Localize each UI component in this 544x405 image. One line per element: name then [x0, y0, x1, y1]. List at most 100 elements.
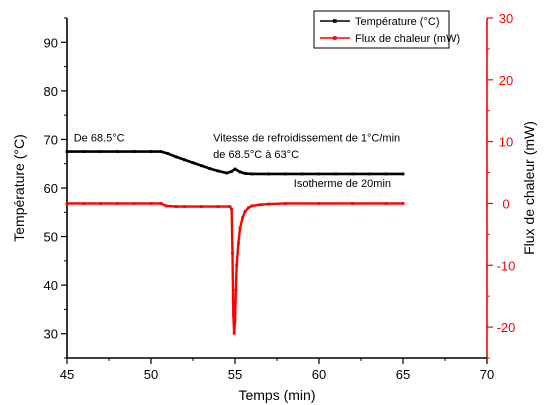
- data-point-heat-flux: [159, 202, 163, 205]
- plot-frame: [66, 18, 488, 359]
- data-point-heat-flux: [241, 216, 244, 220]
- data-point-heat-flux: [200, 205, 203, 208]
- x-tick-label: 50: [144, 367, 158, 382]
- data-point-heat-flux: [116, 202, 119, 205]
- data-point-heat-flux: [250, 204, 254, 208]
- data-point-heat-flux: [231, 313, 235, 317]
- y-left-tick-label: 90: [44, 35, 58, 50]
- data-point-heat-flux: [230, 208, 234, 212]
- data-point-heat-flux: [243, 210, 247, 213]
- y-right-tick-label: 30: [499, 11, 513, 26]
- data-point-temperature: [233, 167, 237, 171]
- data-point-temperature: [267, 172, 270, 176]
- y-left-tick-label: 60: [44, 181, 58, 196]
- data-point-heat-flux: [267, 202, 270, 206]
- data-point-temperature: [183, 158, 186, 162]
- y-right-tick-label: 10: [499, 135, 513, 150]
- data-point-temperature: [238, 170, 242, 174]
- y-right-axis: -20 -10 0 10 20 30: [487, 11, 516, 359]
- data-point-heat-flux: [174, 205, 178, 208]
- data-point-temperature: [225, 171, 228, 175]
- data-point-heat-flux: [65, 202, 69, 205]
- y-left-axis-title: Température (°C): [11, 134, 27, 242]
- data-point-temperature: [351, 172, 354, 176]
- x-axis: 45 50 55 60 65 70: [60, 358, 494, 382]
- data-point-heat-flux: [236, 242, 240, 246]
- y-left-tick-label: 40: [44, 278, 58, 293]
- data-point-heat-flux: [233, 319, 237, 323]
- data-point-temperature: [159, 150, 163, 153]
- data-point-heat-flux: [149, 202, 153, 205]
- x-axis-title: Temps (min): [238, 387, 315, 403]
- data-point-heat-flux: [132, 202, 136, 205]
- x-tick-label: 45: [60, 367, 74, 382]
- annotation-text: De 68.5°C: [74, 132, 125, 144]
- y-left-tick-label: 50: [44, 230, 58, 245]
- x-tick-label: 70: [480, 367, 494, 382]
- series-layer: [65, 150, 405, 335]
- data-point-temperature: [317, 172, 321, 176]
- data-point-temperature: [191, 161, 195, 165]
- data-point-temperature: [65, 150, 69, 153]
- legend-swatch-marker: [333, 36, 337, 40]
- y-right-tick-label: -20: [497, 320, 516, 335]
- data-point-temperature: [368, 172, 371, 176]
- data-point-temperature: [82, 150, 86, 153]
- data-point-heat-flux: [99, 202, 102, 205]
- data-point-temperature: [384, 172, 388, 176]
- data-point-temperature: [174, 155, 178, 159]
- y-left-axis: 30 40 50 60 70 80 90: [44, 17, 67, 359]
- data-point-temperature: [149, 150, 153, 153]
- y-left-tick-label: 80: [44, 84, 58, 99]
- data-point-heat-flux: [235, 263, 239, 267]
- legend-label: Flux de chaleur (mW): [355, 33, 460, 45]
- data-point-temperature: [99, 150, 102, 153]
- y-right-axis-title: Flux de chaleur (mW): [521, 121, 537, 255]
- data-point-heat-flux: [164, 204, 168, 208]
- data-point-heat-flux: [384, 202, 388, 205]
- data-point-heat-flux: [228, 205, 232, 208]
- data-point-heat-flux: [258, 203, 262, 207]
- x-tick-label: 60: [312, 367, 326, 382]
- legend-box: [313, 10, 450, 49]
- data-point-temperature: [216, 169, 220, 173]
- annotation-layer: De 68.5°C Vitesse de refroidissement de 1…: [74, 132, 400, 190]
- data-point-temperature: [300, 172, 304, 176]
- data-point-heat-flux: [351, 202, 354, 205]
- data-point-heat-flux: [284, 202, 287, 205]
- x-tick-label: 65: [396, 367, 410, 382]
- data-point-heat-flux: [238, 226, 242, 230]
- data-point-temperature: [334, 172, 338, 176]
- y-right-tick-label: 0: [502, 196, 509, 211]
- data-point-temperature: [250, 172, 254, 176]
- data-point-heat-flux: [216, 205, 220, 208]
- data-point-temperature: [132, 150, 136, 153]
- data-point-temperature: [230, 170, 234, 173]
- data-point-heat-flux: [234, 288, 238, 292]
- data-point-heat-flux: [247, 206, 250, 210]
- y-left-tick-label: 70: [44, 132, 58, 147]
- data-point-heat-flux: [82, 202, 86, 205]
- data-point-temperature: [284, 172, 287, 176]
- data-point-temperature: [401, 172, 405, 176]
- y-left-tick-label: 30: [44, 327, 58, 342]
- annotation-text: de 68.5°C à 63°C: [213, 149, 299, 161]
- y-right-tick-label: 20: [499, 73, 513, 88]
- data-point-temperature: [208, 167, 212, 170]
- legend-label: Température (°C): [355, 16, 439, 28]
- data-point-temperature: [116, 150, 119, 153]
- series-line-heat-flux: [67, 202, 403, 335]
- data-point-temperature: [200, 164, 203, 168]
- x-tick-label: 55: [228, 367, 242, 382]
- legend-swatch-marker: [333, 19, 337, 23]
- y-right-tick-label: -10: [497, 258, 516, 273]
- data-point-temperature: [166, 152, 170, 155]
- data-point-heat-flux: [401, 202, 405, 205]
- data-point-heat-flux: [183, 205, 186, 208]
- annotation-text: Vitesse de refroidissement de 1°C/min: [213, 132, 400, 144]
- legend: Température (°C) Flux de chaleur (mW): [313, 10, 460, 49]
- data-point-heat-flux: [231, 251, 234, 255]
- data-point-temperature: [243, 172, 247, 175]
- data-point-heat-flux: [317, 202, 321, 205]
